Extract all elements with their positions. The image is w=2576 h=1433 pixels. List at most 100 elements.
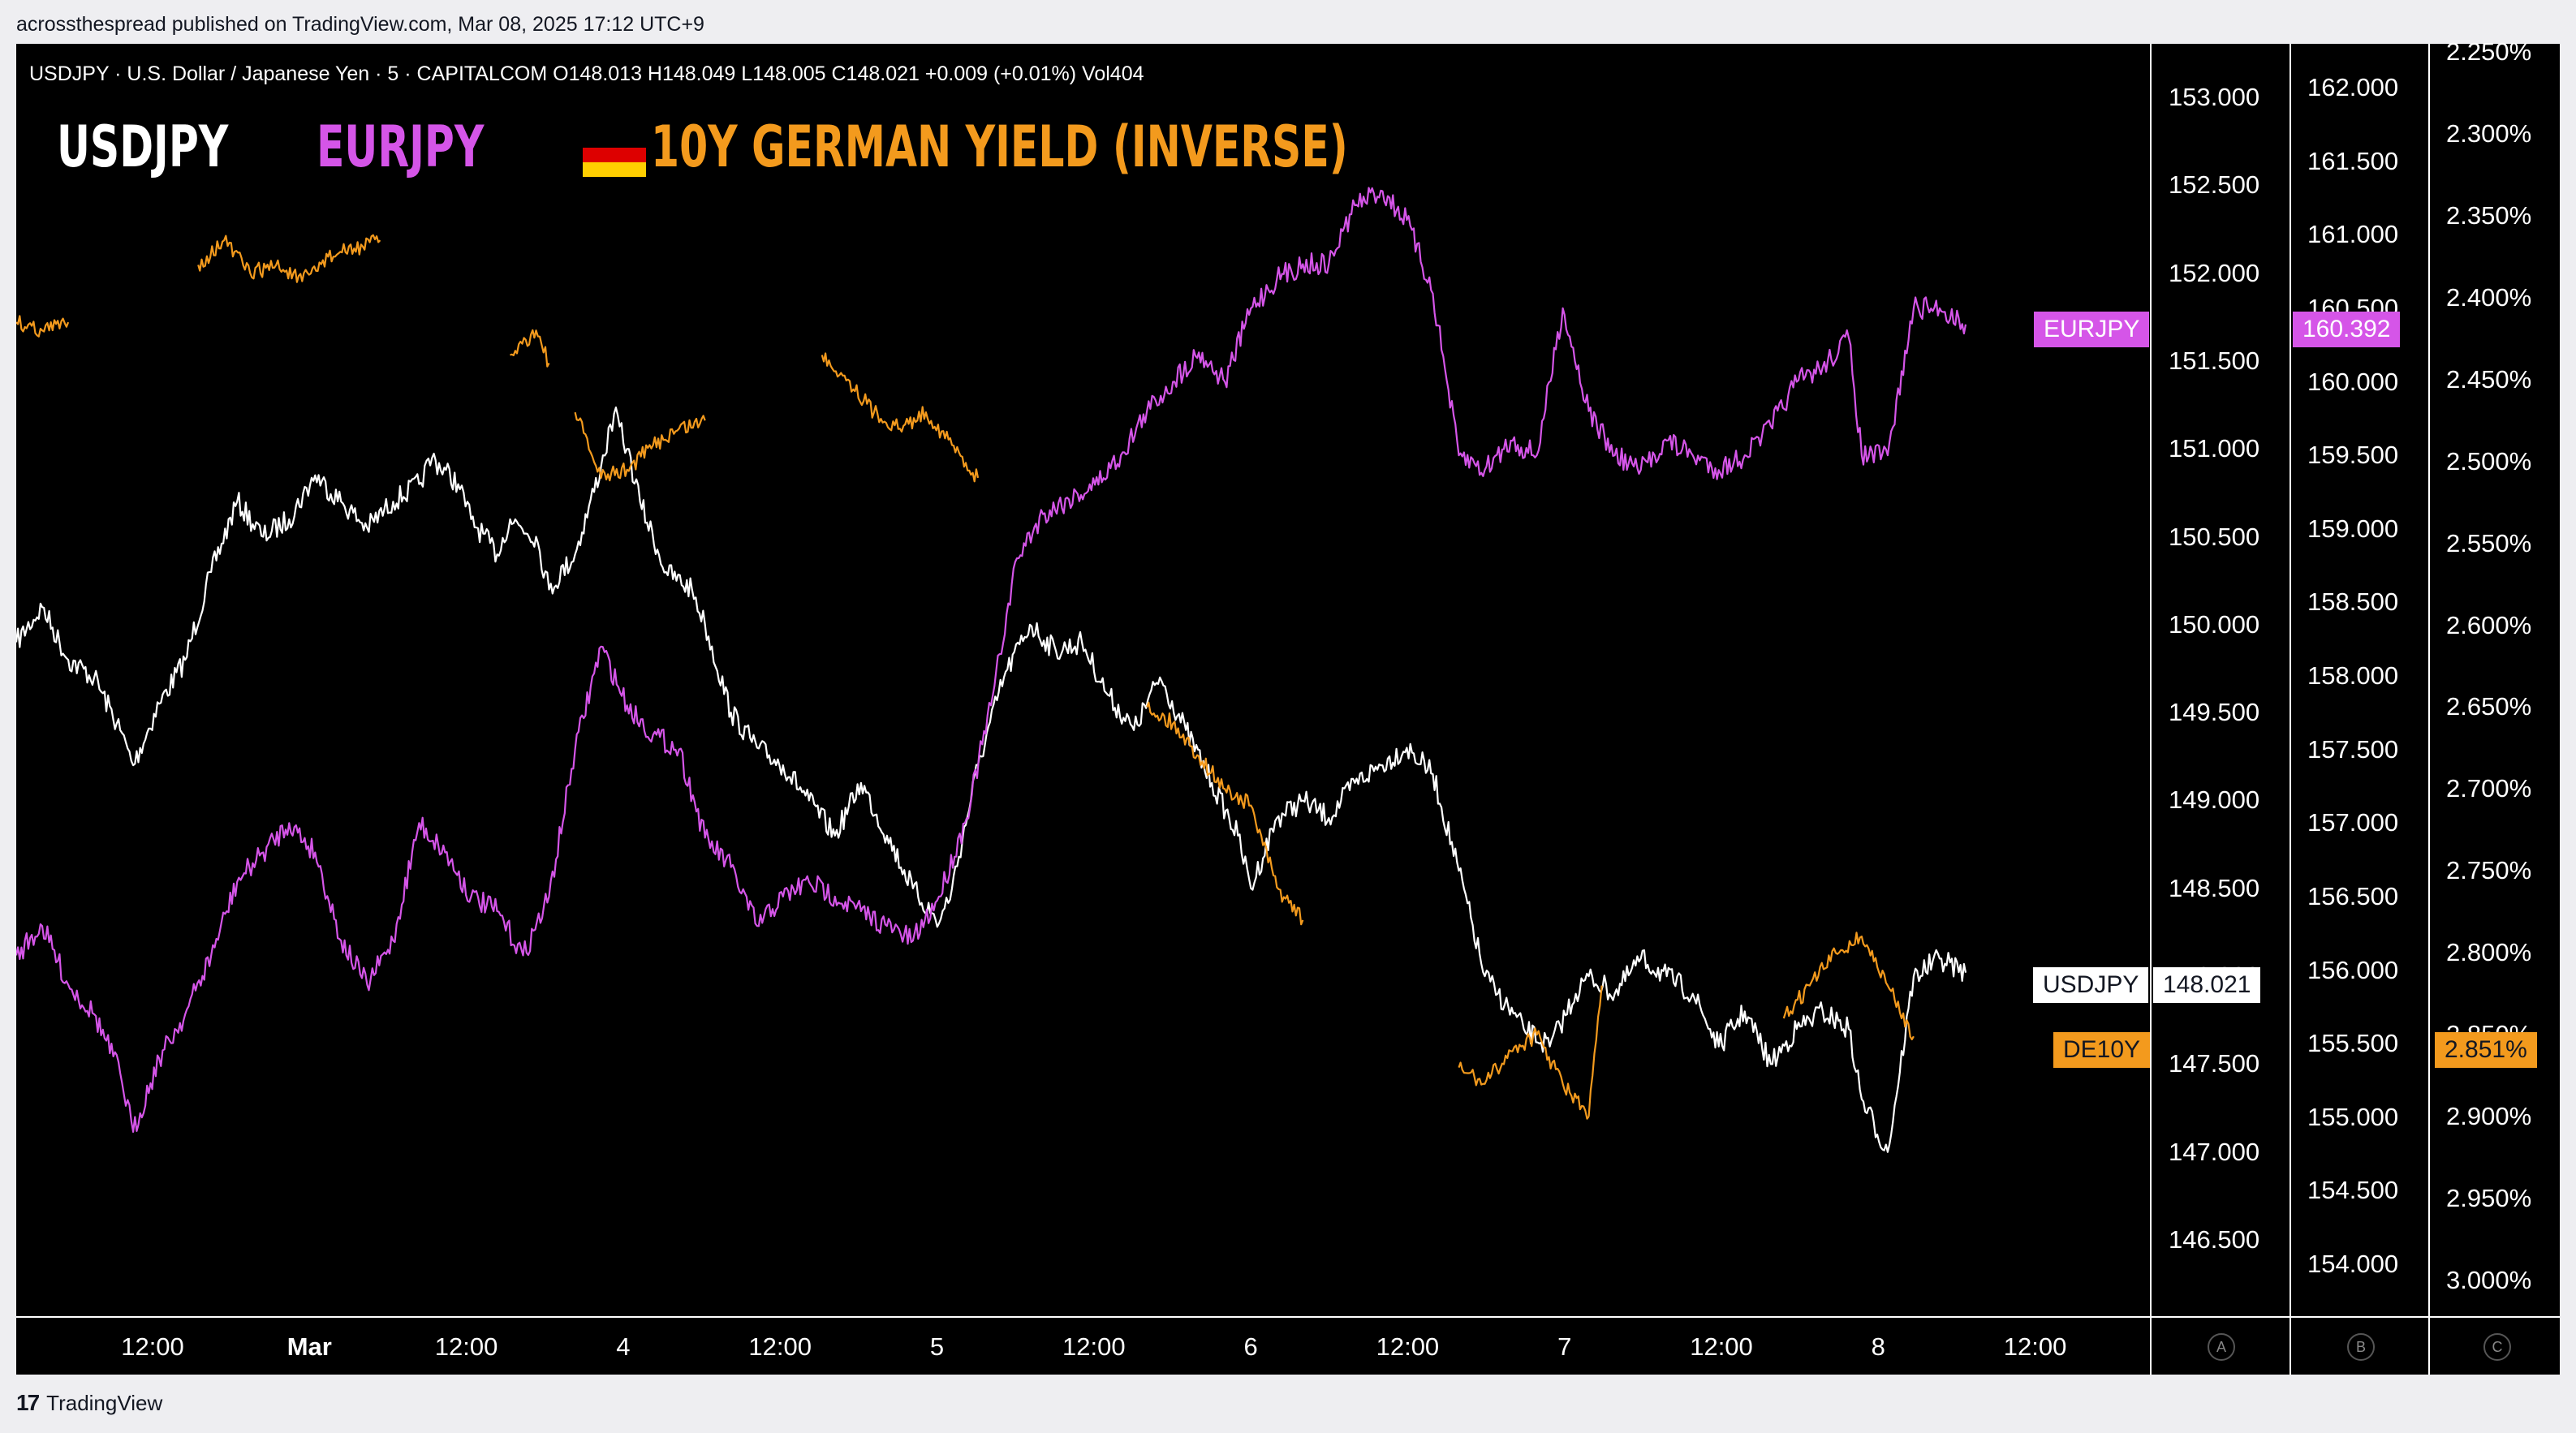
time-axis-tick-9: 7 bbox=[1557, 1332, 1572, 1361]
axis-separator-b bbox=[2290, 44, 2291, 1375]
time-axis-tick-8: 12:00 bbox=[1376, 1332, 1440, 1361]
tradingview-brand: TradingView bbox=[46, 1390, 163, 1415]
series-de10y-line-2 bbox=[510, 329, 550, 368]
axis-b-tick-7: 158.500 bbox=[2307, 587, 2399, 617]
series-de10y-line-1 bbox=[197, 234, 381, 283]
axis-b-tick-11: 156.500 bbox=[2307, 881, 2399, 910]
axis-b-tick-8: 158.000 bbox=[2307, 661, 2399, 690]
price-chart[interactable] bbox=[16, 44, 2151, 1316]
scale-c-button[interactable]: C bbox=[2483, 1333, 2511, 1361]
axis-b-tick-5: 159.500 bbox=[2307, 441, 2399, 470]
flag-stripe-red bbox=[583, 148, 646, 162]
title-eurjpy: EURJPY bbox=[317, 114, 485, 180]
symbol-legend: USDJPY · U.S. Dollar / Japanese Yen · 5 … bbox=[29, 62, 1144, 85]
series-de10y-line-0 bbox=[16, 315, 70, 338]
axis-separator-a bbox=[2150, 44, 2152, 1375]
axis-c-tick-4: 2.450% bbox=[2446, 364, 2532, 394]
footer-bar: 17 TradingView bbox=[0, 1375, 2576, 1433]
axis-a-tick-2: 152.000 bbox=[2169, 258, 2260, 287]
axis-c-tick-0: 2.250% bbox=[2446, 37, 2532, 66]
scale-b-button[interactable]: B bbox=[2347, 1333, 2375, 1361]
axis-b-tick-1: 161.500 bbox=[2307, 146, 2399, 175]
tradingview-logo-icon: 17 bbox=[16, 1390, 40, 1415]
axis-b-tick-13: 155.500 bbox=[2307, 1029, 2399, 1058]
right-border bbox=[2560, 44, 2576, 1375]
series-de10y-line-3 bbox=[574, 411, 706, 482]
flag-stripe-gold bbox=[583, 162, 646, 177]
left-border bbox=[0, 44, 16, 1375]
scale-a-button[interactable]: A bbox=[2208, 1333, 2235, 1361]
axis-b-tick-4: 160.000 bbox=[2307, 367, 2399, 396]
axis-b-tick-12: 156.000 bbox=[2307, 955, 2399, 984]
axis-a-tick-1: 152.500 bbox=[2169, 170, 2260, 200]
series-de10y-line-4 bbox=[821, 352, 980, 483]
axis-b-tick-10: 157.000 bbox=[2307, 808, 2399, 837]
series-de10y-line-7 bbox=[1587, 985, 1603, 1117]
axis-a-tick-4: 151.000 bbox=[2169, 434, 2260, 463]
de10y-price-label: 2.851% bbox=[2435, 1032, 2537, 1068]
axis-a-tick-9: 148.500 bbox=[2169, 873, 2260, 902]
axis-c-tick-14: 2.950% bbox=[2446, 1184, 2532, 1213]
axis-c-tick-15: 3.000% bbox=[2446, 1266, 2532, 1294]
axis-a-tick-11: 147.500 bbox=[2169, 1049, 2260, 1078]
series-eurjpy bbox=[16, 187, 1967, 1133]
axis-a-tick-12: 147.000 bbox=[2169, 1137, 2260, 1166]
series-de10y-line-6 bbox=[1458, 1027, 1590, 1120]
axis-c-tick-8: 2.650% bbox=[2446, 692, 2532, 721]
publisher-text: acrossthespread published on TradingView… bbox=[16, 13, 704, 36]
tradingview-logo[interactable]: 17 TradingView bbox=[16, 1388, 162, 1418]
axis-c-tick-3: 2.400% bbox=[2446, 282, 2532, 312]
time-axis-separator bbox=[16, 1316, 2560, 1318]
axis-separator-c bbox=[2428, 44, 2430, 1375]
de10y-name-label: DE10Y bbox=[2053, 1032, 2151, 1068]
axis-c-tick-1: 2.300% bbox=[2446, 118, 2532, 148]
axis-c-tick-9: 2.700% bbox=[2446, 774, 2532, 803]
axis-a-tick-0: 153.000 bbox=[2169, 83, 2260, 111]
axis-b-tick-2: 161.000 bbox=[2307, 220, 2399, 249]
time-axis-tick-3: 4 bbox=[616, 1332, 631, 1361]
flag-stripe-black bbox=[583, 133, 646, 148]
time-axis-tick-6: 12:00 bbox=[1062, 1332, 1126, 1361]
series-de10y bbox=[16, 234, 1915, 1120]
series-de10y-line-8 bbox=[1782, 932, 1915, 1041]
axis-a-tick-7: 149.500 bbox=[2169, 698, 2260, 727]
usdjpy-price-label: 148.021 bbox=[2153, 967, 2261, 1003]
axis-a-tick-3: 151.500 bbox=[2169, 346, 2260, 375]
time-axis-tick-7: 6 bbox=[1243, 1332, 1258, 1361]
time-axis-tick-10: 12:00 bbox=[1690, 1332, 1753, 1361]
axis-b-tick-16: 154.000 bbox=[2307, 1250, 2399, 1278]
axis-b-tick-14: 155.000 bbox=[2307, 1102, 2399, 1131]
time-axis-tick-5: 5 bbox=[929, 1332, 945, 1361]
time-axis-tick-0: 12:00 bbox=[121, 1332, 184, 1361]
usdjpy-name-label: USDJPY bbox=[2033, 967, 2149, 1003]
time-axis-tick-11: 8 bbox=[1871, 1332, 1885, 1361]
axis-a-tick-13: 146.500 bbox=[2169, 1225, 2260, 1254]
time-axis-tick-2: 12:00 bbox=[434, 1332, 498, 1361]
axis-c-tick-10: 2.750% bbox=[2446, 856, 2532, 885]
series-usdjpy-line-0 bbox=[16, 407, 1967, 1153]
title-de10y: 10Y GERMAN YIELD (INVERSE) bbox=[651, 114, 1348, 180]
axis-b-tick-15: 154.500 bbox=[2307, 1176, 2399, 1205]
axis-b-tick-6: 159.000 bbox=[2307, 514, 2399, 543]
title-usdjpy: USDJPY bbox=[57, 114, 229, 180]
axis-c-tick-5: 2.500% bbox=[2446, 446, 2532, 476]
series-de10y-line-5 bbox=[1146, 701, 1304, 926]
time-axis-tick-12: 12:00 bbox=[2003, 1332, 2067, 1361]
german-flag-icon bbox=[583, 133, 646, 177]
axis-c-tick-6: 2.550% bbox=[2446, 528, 2532, 557]
axis-a-tick-5: 150.500 bbox=[2169, 522, 2260, 551]
axis-b-tick-0: 162.000 bbox=[2307, 73, 2399, 101]
axis-b-tick-9: 157.500 bbox=[2307, 734, 2399, 764]
eurjpy-name-label: EURJPY bbox=[2034, 312, 2150, 347]
eurjpy-price-label: 160.392 bbox=[2293, 312, 2401, 347]
publisher-bar: acrossthespread published on TradingView… bbox=[0, 0, 2576, 44]
axis-c-tick-7: 2.600% bbox=[2446, 610, 2532, 639]
axis-c-tick-11: 2.800% bbox=[2446, 938, 2532, 967]
time-axis-tick-1: Mar bbox=[286, 1332, 332, 1361]
axis-a-tick-8: 149.000 bbox=[2169, 785, 2260, 815]
axis-c-tick-13: 2.900% bbox=[2446, 1102, 2532, 1131]
series-eurjpy-line-0 bbox=[16, 187, 1967, 1133]
axis-c-tick-2: 2.350% bbox=[2446, 200, 2532, 230]
series-usdjpy bbox=[16, 407, 1967, 1153]
axis-a-tick-6: 150.000 bbox=[2169, 609, 2260, 639]
